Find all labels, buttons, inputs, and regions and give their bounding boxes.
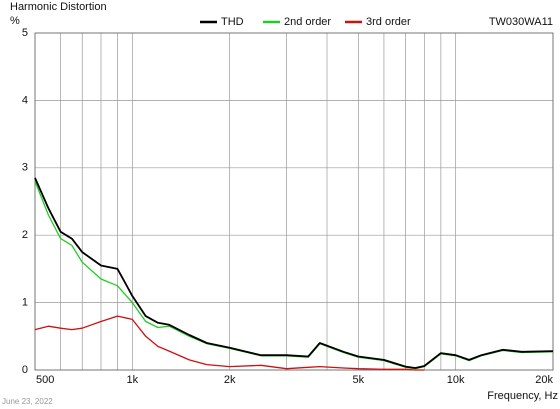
series-line xyxy=(34,181,554,370)
x-tick-label: 500 xyxy=(36,374,54,386)
x-tick-label: 10k xyxy=(447,374,465,386)
y-tick-label: 2 xyxy=(22,229,28,241)
date: June 23, 2022 xyxy=(2,397,53,406)
y-axis-label: % xyxy=(10,15,20,27)
series-line xyxy=(34,315,425,371)
x-axis-label: Frequency, Hz xyxy=(487,390,558,402)
x-tick-label: 5k xyxy=(353,374,365,386)
x-tick-label: 20k xyxy=(535,374,553,386)
y-tick-label: 4 xyxy=(22,94,28,106)
legend-label: THD xyxy=(221,16,244,28)
legend-label: 2nd order xyxy=(284,16,331,28)
legend-label: 3rd order xyxy=(366,16,411,28)
y-tick-label: 1 xyxy=(22,297,28,309)
plot-frame xyxy=(34,32,554,371)
model-label: TW030WA11 xyxy=(489,16,553,28)
chart-title: Harmonic Distortion xyxy=(10,1,107,13)
y-tick-label: 3 xyxy=(22,162,28,174)
x-tick-label: 2k xyxy=(224,374,236,386)
y-tick-label: 0 xyxy=(22,364,28,376)
x-tick-label: 1k xyxy=(127,374,139,386)
series-line xyxy=(34,177,554,369)
y-tick-label: 5 xyxy=(22,27,28,39)
